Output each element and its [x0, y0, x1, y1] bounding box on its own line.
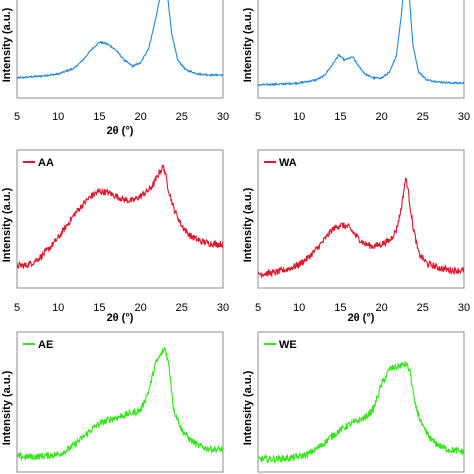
y-axis-label: Intensity (a.u.) — [242, 370, 254, 445]
plot-frame — [16, 331, 224, 473]
x-tick-label: 25 — [417, 302, 429, 314]
legend-label: WE — [279, 339, 297, 351]
x-tick-label: 25 — [176, 111, 188, 123]
x-tick-label: 25 — [417, 111, 429, 123]
x-tick-label: 20 — [375, 302, 387, 314]
y-axis-label: Intensity (a.u.) — [1, 187, 13, 262]
legend-label: AA — [38, 157, 54, 169]
x-tick-label: 10 — [293, 111, 305, 123]
x-tick-label: 10 — [52, 111, 64, 123]
legend-label: AE — [38, 339, 53, 351]
plot-frame — [257, 331, 465, 473]
data-line — [258, 361, 464, 464]
x-tick-label: 5 — [14, 302, 20, 314]
y-axis-label: Intensity (a.u.) — [242, 187, 254, 262]
x-tick-label: 15 — [334, 302, 346, 314]
data-line — [17, 346, 223, 462]
x-tick-label: 20 — [375, 111, 387, 123]
data-line — [17, 164, 223, 270]
x-tick-label: 5 — [255, 111, 261, 123]
x-axis-label: 2θ (°) — [107, 125, 134, 137]
plot-frame — [257, 0, 465, 99]
x-axis-label: 2θ (°) — [348, 312, 375, 324]
subplot-wa: Intensity (a.u.) 5 10 15 20 25 30 2θ (°) WA — [242, 149, 470, 324]
y-axis-label: Intensity (a.u.) — [1, 370, 13, 445]
x-tick-label: 10 — [293, 302, 305, 314]
subplot-1: Intensity (a.u.) 5 10 15 20 25 30 2θ (°) — [1, 0, 229, 137]
x-tick-label: 20 — [134, 111, 146, 123]
x-tick-label: 5 — [255, 302, 261, 314]
x-tick-label: 5 — [14, 111, 20, 123]
x-axis-label: 2θ (°) — [107, 312, 134, 324]
x-tick-label: 30 — [217, 302, 229, 314]
x-tick-label: 30 — [217, 111, 229, 123]
data-line — [258, 0, 464, 87]
y-axis-label: Intensity (a.u.) — [242, 7, 254, 82]
subplot-ae: Intensity (a.u.) AE — [1, 331, 224, 473]
x-tick-label: 15 — [334, 111, 346, 123]
legend-label: WA — [279, 157, 297, 169]
x-tick-label: 30 — [458, 302, 470, 314]
x-tick-label: 10 — [52, 302, 64, 314]
x-tick-label: 30 — [458, 111, 470, 123]
plot-frame — [257, 149, 465, 289]
subplot-we: Intensity (a.u.) WE — [242, 331, 465, 473]
data-line — [17, 0, 223, 80]
x-tick-label: 25 — [176, 302, 188, 314]
y-axis-label: Intensity (a.u.) — [1, 7, 13, 82]
plot-frame — [16, 149, 224, 289]
x-tick-label: 20 — [134, 302, 146, 314]
data-line — [258, 177, 464, 279]
x-tick-label: 15 — [93, 111, 105, 123]
plot-frame — [16, 0, 224, 99]
subplot-2: Intensity (a.u.) 5 10 15 20 25 30 — [242, 0, 470, 123]
subplot-aa: Intensity (a.u.) 5 10 15 20 25 30 2θ (°) AA — [1, 149, 229, 324]
x-tick-label: 15 — [93, 302, 105, 314]
